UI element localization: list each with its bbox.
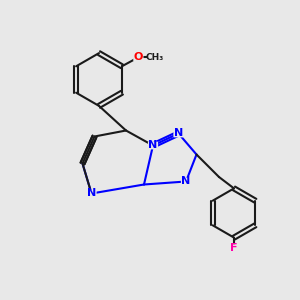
Text: N: N bbox=[182, 176, 190, 187]
Text: N: N bbox=[148, 140, 158, 151]
Text: N: N bbox=[174, 128, 183, 139]
Text: CH₃: CH₃ bbox=[146, 53, 164, 62]
Text: F: F bbox=[230, 243, 238, 253]
FancyBboxPatch shape bbox=[229, 244, 239, 252]
FancyBboxPatch shape bbox=[133, 53, 143, 61]
FancyBboxPatch shape bbox=[148, 142, 158, 149]
FancyBboxPatch shape bbox=[173, 130, 184, 137]
FancyBboxPatch shape bbox=[181, 178, 191, 185]
FancyBboxPatch shape bbox=[86, 190, 97, 197]
Text: N: N bbox=[87, 188, 96, 199]
FancyBboxPatch shape bbox=[148, 53, 162, 61]
Text: O: O bbox=[134, 52, 143, 62]
